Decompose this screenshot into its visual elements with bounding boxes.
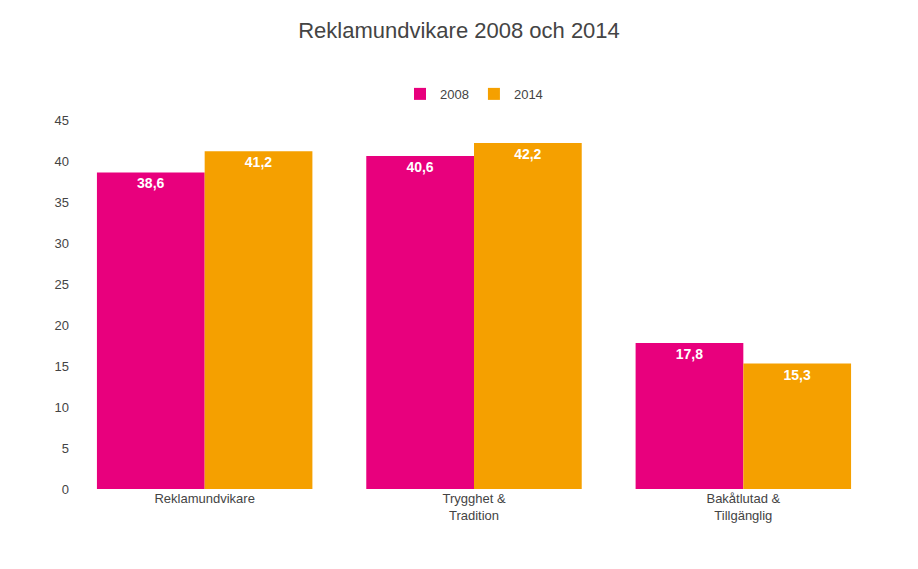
svg-text:2014: 2014 (514, 87, 543, 102)
svg-text:17,8: 17,8 (676, 346, 703, 362)
svg-text:0: 0 (62, 482, 69, 497)
svg-text:35: 35 (55, 195, 69, 210)
svg-text:20: 20 (55, 318, 69, 333)
svg-text:45: 45 (55, 113, 69, 128)
svg-text:15: 15 (55, 359, 69, 374)
svg-text:Reklamundvikare 2008 och 2014: Reklamundvikare 2008 och 2014 (298, 18, 620, 43)
svg-text:2008: 2008 (440, 87, 469, 102)
svg-text:25: 25 (55, 277, 69, 292)
svg-text:10: 10 (55, 400, 69, 415)
svg-text:Trygghet &Tradition: Trygghet &Tradition (442, 491, 505, 523)
svg-text:40: 40 (55, 154, 69, 169)
svg-text:42,2: 42,2 (514, 146, 541, 162)
svg-text:38,6: 38,6 (137, 175, 164, 191)
svg-text:40,6: 40,6 (406, 159, 433, 175)
svg-text:15,3: 15,3 (783, 367, 810, 383)
svg-text:5: 5 (62, 441, 69, 456)
svg-text:Reklamundvikare: Reklamundvikare (154, 491, 254, 506)
svg-text:41,2: 41,2 (245, 154, 272, 170)
svg-text:Bakåtlutad &Tillgänglig: Bakåtlutad &Tillgänglig (706, 491, 780, 523)
svg-text:30: 30 (55, 236, 69, 251)
